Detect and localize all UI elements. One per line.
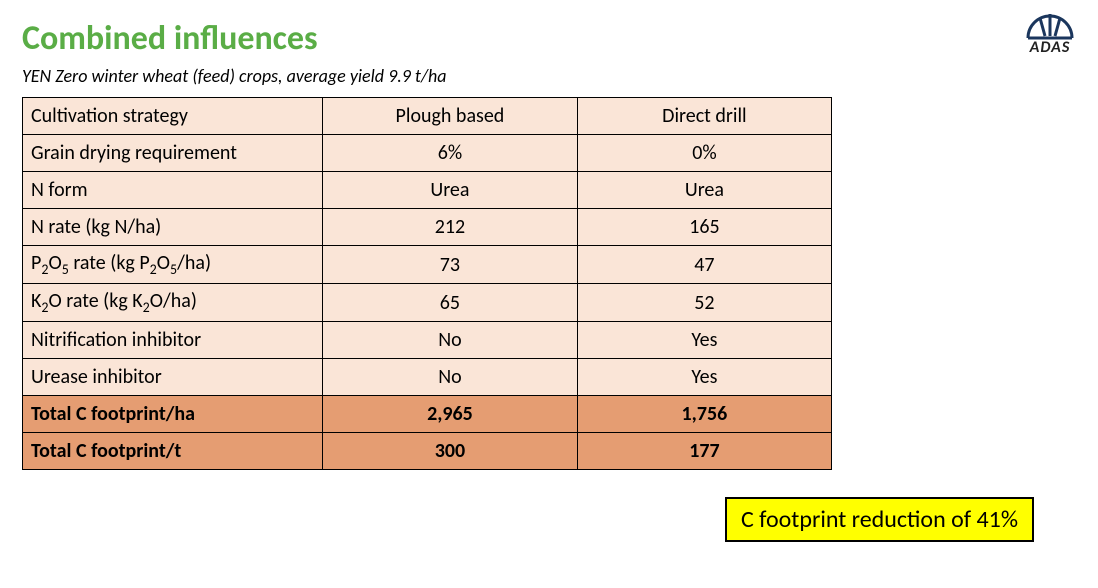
row-value-plough: 212 [323, 209, 578, 246]
footprint-reduction-callout: C footprint reduction of 41% [725, 497, 1034, 542]
slide-title: Combined influences [22, 18, 1076, 59]
row-value-drill: 47 [577, 246, 831, 284]
row-value-plough: 73 [323, 246, 578, 284]
row-value-plough: No [323, 322, 578, 359]
table-row: N formUreaUrea [23, 172, 832, 209]
row-value-drill: 177 [577, 433, 831, 470]
row-label: Cultivation strategy [23, 98, 323, 135]
row-label: N rate (kg N/ha) [23, 209, 323, 246]
row-label: Total C footprint/ha [23, 396, 323, 433]
row-label: N form [23, 172, 323, 209]
table-row: K2O rate (kg K2O/ha)6552 [23, 284, 832, 322]
table-row: Total C footprint/ha2,9651,756 [23, 396, 832, 433]
table-row: Nitrification inhibitorNoYes [23, 322, 832, 359]
table-row: Total C footprint/t300177 [23, 433, 832, 470]
row-value-drill: 165 [577, 209, 831, 246]
row-value-drill: Yes [577, 322, 831, 359]
table-row: Urease inhibitorNoYes [23, 359, 832, 396]
row-value-plough: 65 [323, 284, 578, 322]
row-value-plough: 2,965 [323, 396, 578, 433]
row-label: Grain drying requirement [23, 135, 323, 172]
row-value-drill: Direct drill [577, 98, 831, 135]
row-label: Total C footprint/t [23, 433, 323, 470]
table-row: P2O5 rate (kg P2O5/ha)7347 [23, 246, 832, 284]
row-value-plough: Urea [323, 172, 578, 209]
row-value-drill: 52 [577, 284, 831, 322]
influences-table: Cultivation strategyPlough basedDirect d… [22, 97, 832, 470]
row-label: P2O5 rate (kg P2O5/ha) [23, 246, 323, 284]
row-value-plough: Plough based [323, 98, 578, 135]
row-value-drill: Urea [577, 172, 831, 209]
table-row: Grain drying requirement6%0% [23, 135, 832, 172]
logo-text: ADAS [1024, 38, 1076, 57]
adas-logo: ADAS [1024, 10, 1076, 57]
row-label: Urease inhibitor [23, 359, 323, 396]
row-value-plough: 300 [323, 433, 578, 470]
table-row: N rate (kg N/ha)212165 [23, 209, 832, 246]
table-row: Cultivation strategyPlough basedDirect d… [23, 98, 832, 135]
slide-subtitle: YEN Zero winter wheat (feed) crops, aver… [22, 65, 1076, 87]
row-value-drill: 0% [577, 135, 831, 172]
row-label: K2O rate (kg K2O/ha) [23, 284, 323, 322]
row-label: Nitrification inhibitor [23, 322, 323, 359]
row-value-drill: 1,756 [577, 396, 831, 433]
row-value-drill: Yes [577, 359, 831, 396]
row-value-plough: 6% [323, 135, 578, 172]
row-value-plough: No [323, 359, 578, 396]
